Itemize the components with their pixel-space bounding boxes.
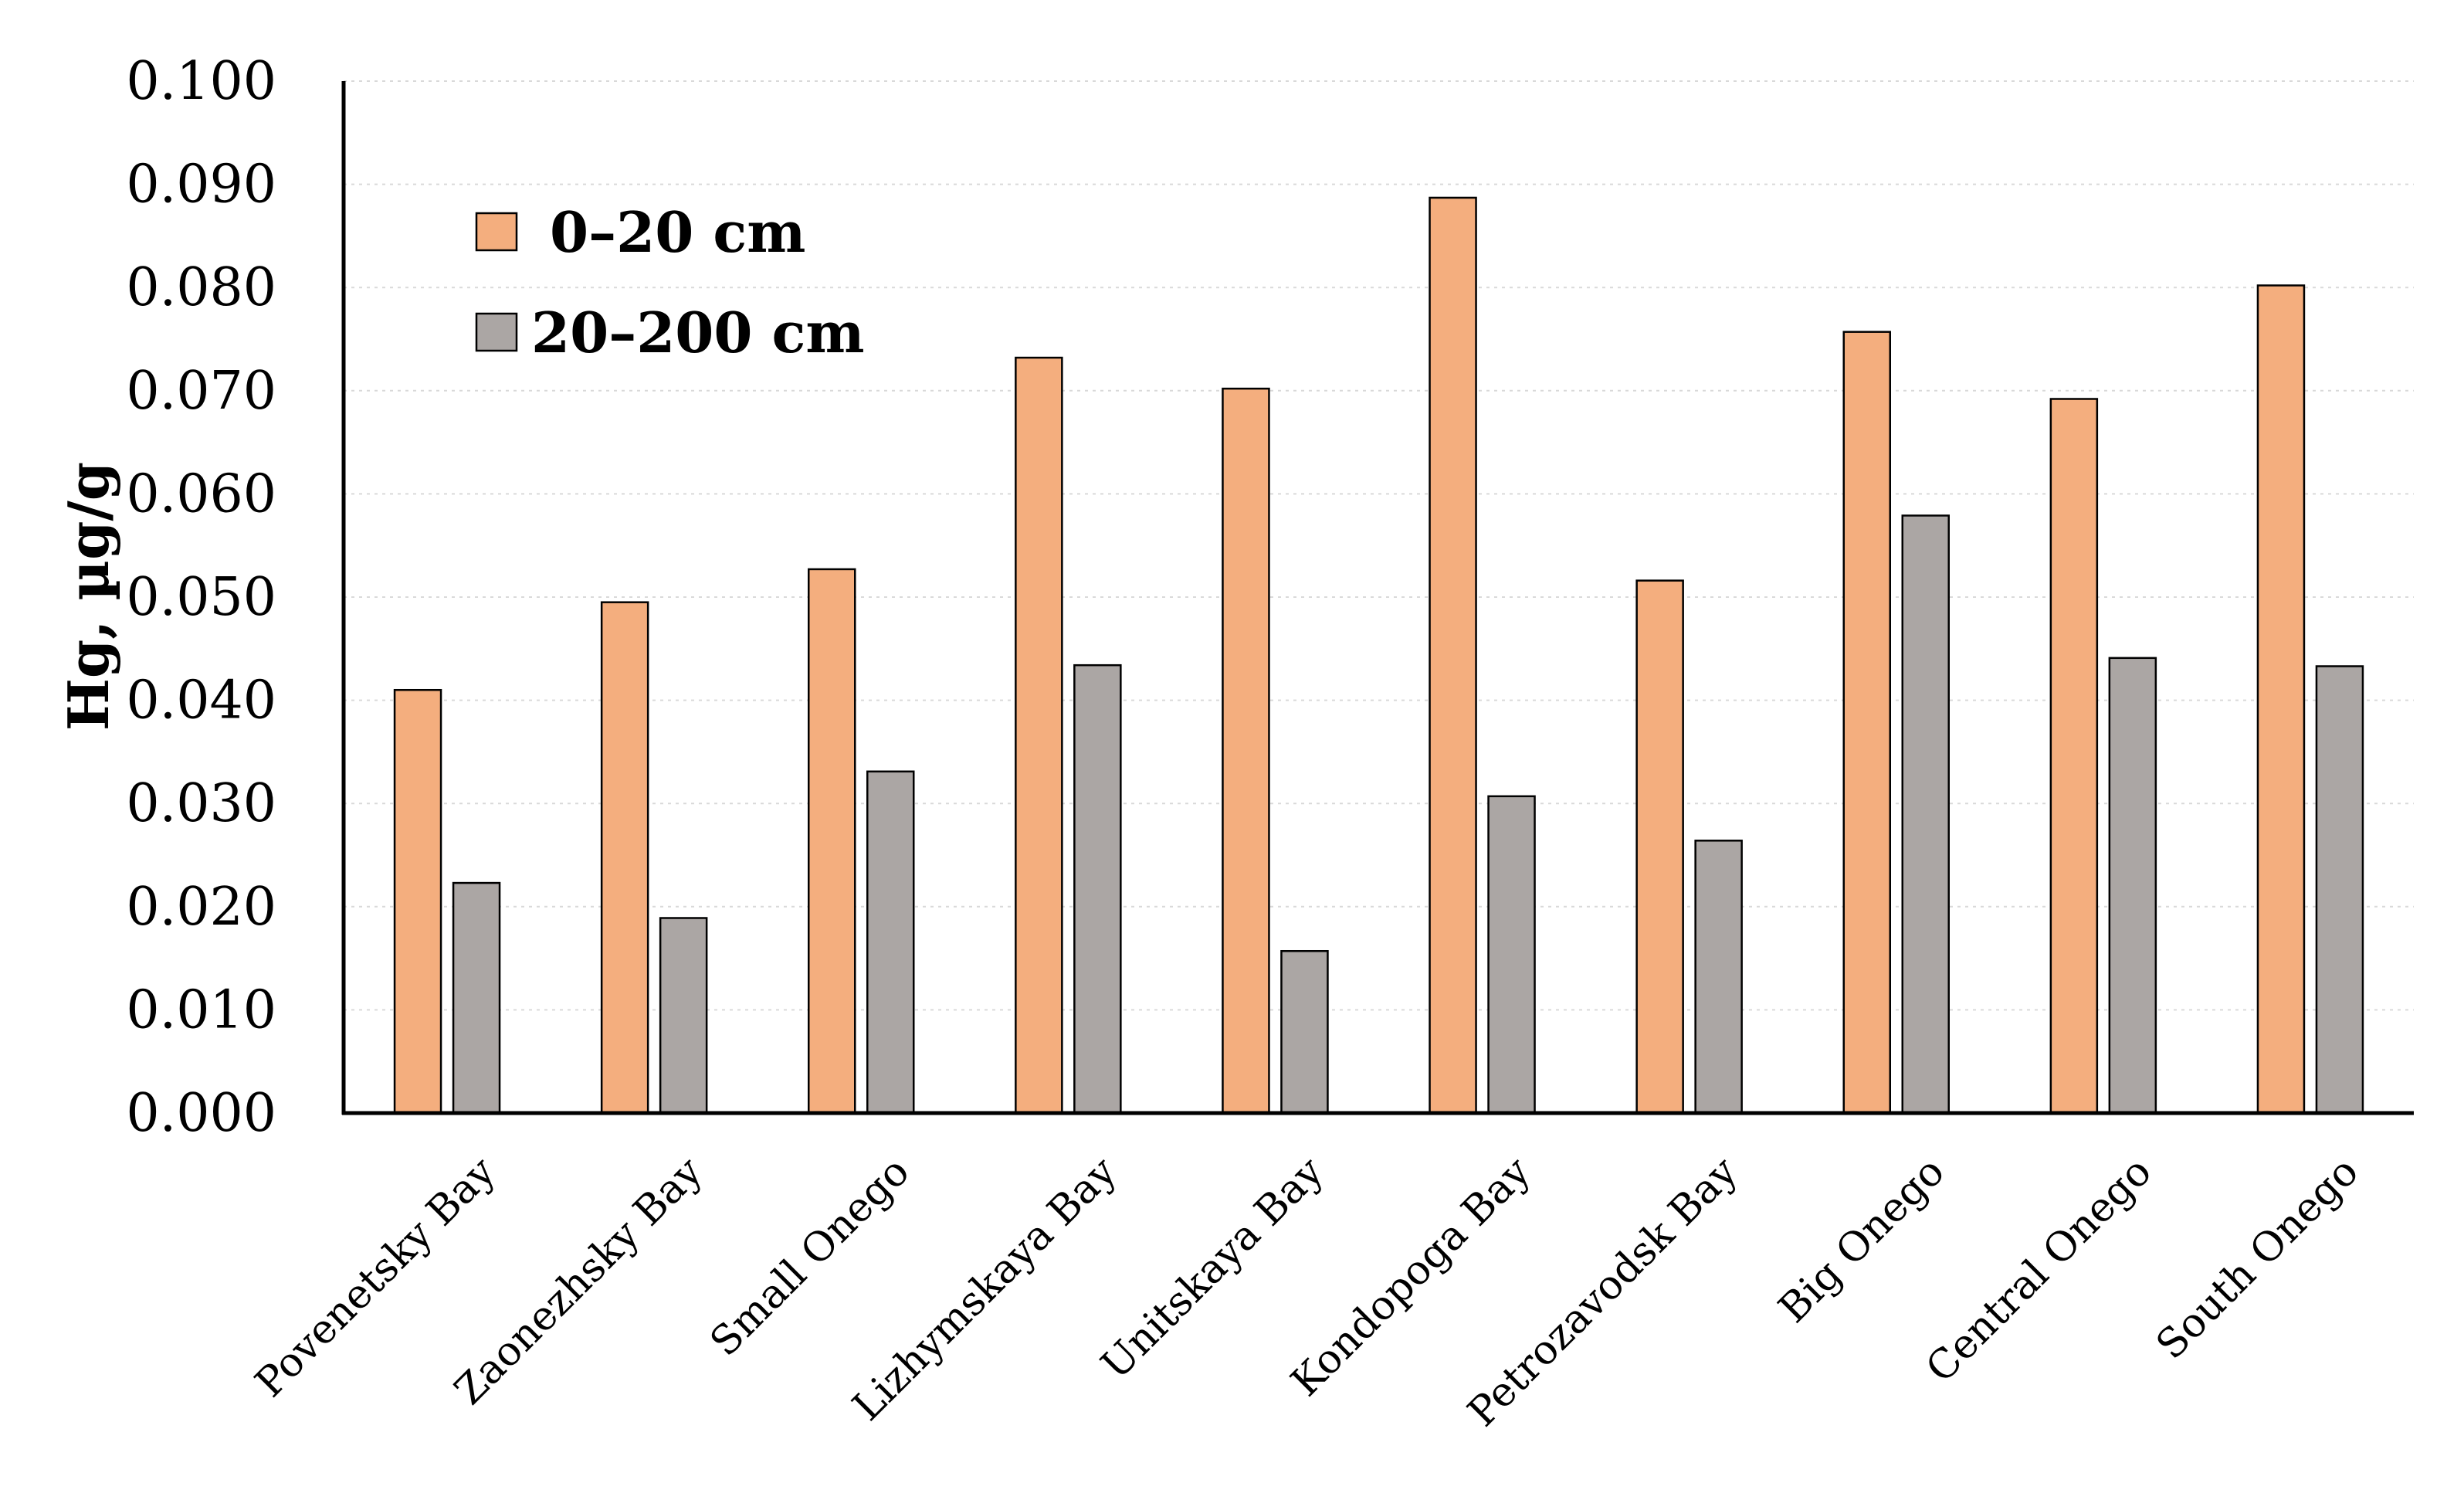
bars: [393, 196, 2364, 1115]
x-category-label: Unitskaya Bay: [1093, 1148, 1333, 1388]
bar-deep-small-onego: [866, 770, 915, 1115]
y-tick-label: 0.050: [126, 567, 276, 628]
legend: 0–20 cm 20–200 cm: [475, 199, 865, 365]
y-tick-label: 0.000: [126, 1083, 276, 1144]
bar-deep-povenetsky-bay: [452, 881, 501, 1115]
y-tick-label: 0.100: [126, 51, 276, 112]
y-tick-labels: 0.000 0.010 0.020 0.030 0.040 0.050 0.060 0.070…: [126, 51, 276, 1144]
bar-surface-unitskaya-bay: [1222, 387, 1270, 1115]
bar-deep-petrozavodsk-bay: [1694, 840, 1743, 1115]
bar-surface-zaonezhsky-bay: [600, 601, 649, 1115]
bar-deep-south-onego: [2315, 665, 2364, 1115]
x-category-label: Central Onego: [1917, 1149, 2161, 1392]
bar-surface-povenetsky-bay: [393, 688, 442, 1115]
bar-surface-petrozavodsk-bay: [1635, 579, 1684, 1115]
x-category-label: South Onego: [2147, 1149, 2367, 1369]
bar-surface-south-onego: [2256, 284, 2306, 1115]
bar-surface-lizhymskaya-bay: [1015, 356, 1063, 1115]
bar-deep-big-onego: [1901, 514, 1950, 1115]
bar-deep-kondopoga-bay: [1487, 795, 1536, 1115]
bar-surface-big-onego: [1842, 331, 1891, 1115]
legend-label-2: 20–200 cm: [531, 300, 865, 365]
legend-label-1: 0–20 cm: [550, 199, 805, 265]
x-category-label: Small Onego: [702, 1149, 919, 1366]
y-axis-label: Hg, µg/g: [56, 462, 121, 731]
legend-swatch-2: [475, 312, 518, 352]
x-category-label: Big Onego: [1770, 1149, 1954, 1332]
y-tick-label: 0.060: [126, 463, 276, 524]
y-tick-label: 0.090: [126, 154, 276, 216]
y-tick-label: 0.020: [126, 877, 276, 938]
bar-deep-central-onego: [2108, 657, 2157, 1115]
gridlines: [344, 80, 2414, 1011]
y-tick-label: 0.040: [126, 670, 276, 731]
bar-surface-central-onego: [2049, 398, 2099, 1115]
legend-swatch-1: [475, 212, 518, 252]
bar-surface-small-onego: [808, 568, 856, 1115]
y-tick-label: 0.010: [126, 979, 276, 1040]
y-tick-label: 0.070: [126, 361, 276, 422]
bar-surface-kondopoga-bay: [1429, 196, 1477, 1115]
bar-deep-unitskaya-bay: [1280, 949, 1329, 1115]
bar-deep-zaonezhsky-bay: [659, 917, 708, 1115]
y-tick-label: 0.030: [126, 773, 276, 834]
axes: [341, 81, 2414, 1115]
y-tick-label: 0.080: [126, 257, 276, 318]
bar-deep-lizhymskaya-bay: [1073, 664, 1122, 1115]
